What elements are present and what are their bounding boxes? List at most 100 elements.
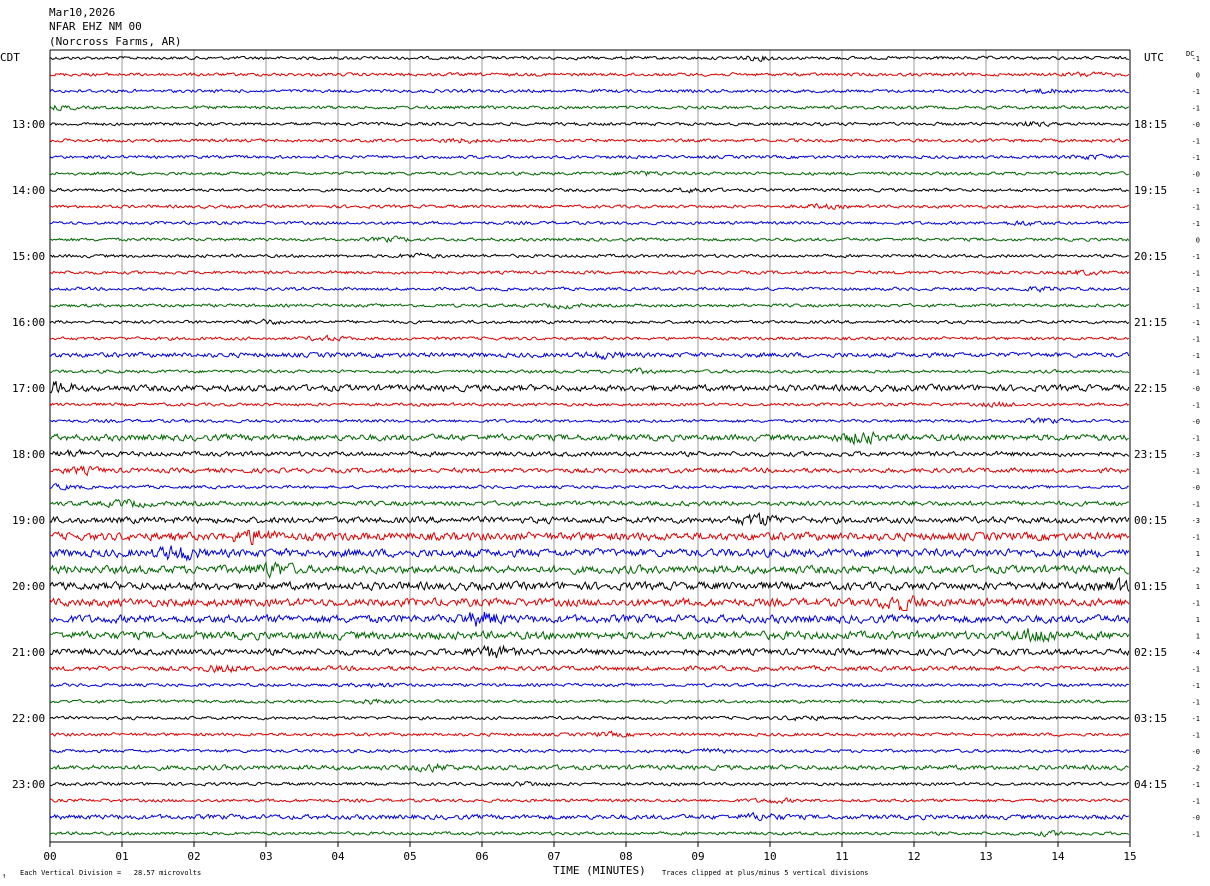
trace-row: [49, 334, 1130, 342]
x-tick-label: 10: [763, 850, 776, 863]
dc-offset-label: -1: [1192, 682, 1200, 690]
trace-row: [49, 202, 1130, 210]
dc-offset-label: -1: [1192, 369, 1200, 377]
dc-offset-label: -1: [1192, 303, 1200, 311]
trace-row: [49, 55, 1130, 62]
dc-offset-label: -1: [1192, 204, 1200, 212]
trace-row: [49, 380, 1130, 394]
trace-row: [49, 430, 1129, 446]
left-hour-label: 13:00: [12, 118, 45, 131]
trace-row: [49, 252, 1129, 259]
trace-row: [49, 153, 1130, 161]
trace-row: [49, 137, 1130, 144]
right-hour-label: 01:15: [1134, 580, 1167, 593]
left-timezone-label: CDT: [0, 51, 20, 64]
dc-label: DC: [1186, 50, 1194, 58]
dc-offset-label: -1: [1192, 666, 1200, 674]
x-tick-label: 02: [187, 850, 200, 863]
dc-offset-label: -1: [1192, 534, 1200, 542]
dc-offset-label: -1: [1192, 501, 1200, 509]
dc-offset-label: -1: [1192, 402, 1200, 410]
grid-layer: [49, 49, 1131, 847]
dc-offset-label: -0: [1192, 748, 1200, 756]
dc-offset-label: -0: [1192, 814, 1200, 822]
clip-note: Traces clipped at plus/minus 5 vertical …: [662, 869, 869, 877]
trace-row: [49, 747, 1129, 754]
trace-row: [49, 285, 1130, 294]
trace-row: [49, 318, 1130, 326]
dc-offset-label: -0: [1192, 171, 1200, 179]
x-tick-label: 06: [475, 850, 488, 863]
trace-row: [49, 71, 1130, 78]
trace-row: [49, 367, 1130, 375]
trace-row: [49, 87, 1129, 95]
dc-offset-label: -2: [1192, 765, 1200, 773]
label-layer: 00 01 02 03 04 05 06 07 08 09 10 11 12 13 14 15-10-1-1-…: [12, 55, 1200, 863]
dc-offset-label: -1: [1192, 435, 1200, 443]
dc-offset-label: -1: [1192, 336, 1200, 344]
dc-offset-label: -1: [1192, 154, 1200, 162]
dc-offset-label: -1: [1192, 187, 1200, 195]
trace-row: [49, 830, 1130, 838]
dc-offset-label: 1: [1196, 550, 1200, 558]
right-hour-label: 19:15: [1134, 184, 1167, 197]
right-hour-label: 02:15: [1134, 646, 1167, 659]
right-hour-label: 18:15: [1134, 118, 1167, 131]
x-tick-label: 14: [1051, 850, 1065, 863]
trace-row: [49, 762, 1129, 774]
right-hour-label: 04:15: [1134, 778, 1167, 791]
trace-row: [49, 576, 1130, 592]
trace-row: [49, 482, 1129, 491]
trace-row: [49, 302, 1130, 310]
dc-offset-label: -1: [1192, 319, 1200, 327]
dc-offset-label: -0: [1192, 385, 1200, 393]
trace-row: [49, 220, 1130, 227]
dc-offset-label: 1: [1196, 583, 1200, 591]
trace-row: [49, 698, 1130, 705]
x-tick-label: 07: [547, 850, 560, 863]
dc-offset-label: -1: [1192, 699, 1200, 707]
dc-offset-label: -1: [1192, 55, 1200, 63]
dc-offset-label: -1: [1192, 286, 1200, 294]
trace-row: [49, 235, 1130, 244]
trace-row: [49, 400, 1130, 409]
x-tick-label: 09: [691, 850, 704, 863]
header-station: NFAR EHZ NM 00: [49, 20, 142, 33]
scale-note: Each Vertical Division = 28.57 microvolt…: [20, 869, 201, 877]
dc-offset-label: -0: [1192, 418, 1200, 426]
trace-row: [49, 529, 1130, 545]
dc-offset-label: -1: [1192, 831, 1200, 839]
corner-mark: ↑: [2, 872, 6, 880]
dc-offset-label: -1: [1192, 88, 1200, 96]
trace-row: [49, 780, 1129, 788]
left-hour-label: 14:00: [12, 184, 45, 197]
dc-offset-label: -3: [1192, 451, 1200, 459]
x-tick-label: 03: [259, 850, 272, 863]
trace-row: [49, 448, 1130, 458]
trace-row: [49, 498, 1129, 509]
trace-row: [49, 269, 1130, 276]
right-hour-label: 20:15: [1134, 250, 1167, 263]
right-hour-label: 03:15: [1134, 712, 1167, 725]
dc-offset-label: -1: [1192, 600, 1200, 608]
x-tick-label: 15: [1123, 850, 1136, 863]
left-hour-label: 19:00: [12, 514, 45, 527]
x-tick-label: 05: [403, 850, 416, 863]
x-tick-label: 04: [331, 850, 345, 863]
left-hour-label: 16:00: [12, 316, 45, 329]
trace-layer: [49, 55, 1130, 838]
trace-row: [49, 644, 1130, 659]
trace-row: [49, 545, 1130, 562]
dc-offset-label: 1: [1196, 616, 1200, 624]
x-tick-label: 01: [115, 850, 128, 863]
dc-offset-label: -1: [1192, 138, 1200, 146]
trace-row: [49, 104, 1130, 112]
dc-offset-label: -1: [1192, 105, 1200, 113]
trace-row: [49, 187, 1130, 194]
right-hour-label: 00:15: [1134, 514, 1167, 527]
left-hour-label: 17:00: [12, 382, 45, 395]
left-hour-label: 18:00: [12, 448, 45, 461]
dc-offset-label: -1: [1192, 253, 1200, 261]
trace-row: [49, 664, 1129, 674]
dc-offset-label: -1: [1192, 798, 1200, 806]
